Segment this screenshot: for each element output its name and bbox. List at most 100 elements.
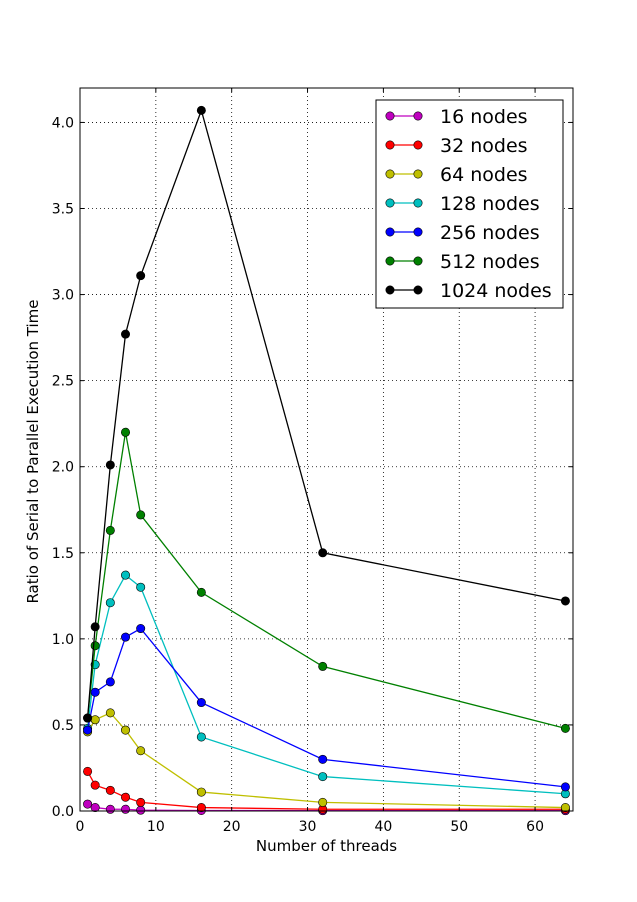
legend-marker bbox=[385, 140, 395, 150]
data-point bbox=[105, 598, 115, 608]
data-point bbox=[90, 622, 100, 632]
legend-marker bbox=[385, 256, 395, 266]
legend-marker bbox=[385, 285, 395, 295]
data-point bbox=[560, 723, 570, 733]
y-tick-label: 3.0 bbox=[52, 288, 74, 304]
data-point bbox=[136, 746, 146, 756]
legend-marker bbox=[413, 140, 423, 150]
data-point bbox=[83, 799, 93, 809]
legend-marker bbox=[413, 169, 423, 179]
data-point bbox=[83, 713, 93, 723]
legend-label: 32 nodes bbox=[440, 135, 528, 157]
series-1024-nodes bbox=[83, 105, 570, 723]
legend-marker bbox=[413, 227, 423, 237]
legend-label: 128 nodes bbox=[440, 193, 540, 215]
legend-label: 512 nodes bbox=[440, 251, 540, 273]
legend-marker bbox=[413, 111, 423, 121]
y-tick-label: 2.5 bbox=[52, 374, 74, 390]
data-point bbox=[121, 792, 131, 802]
data-point bbox=[90, 780, 100, 790]
legend-label: 1024 nodes bbox=[440, 280, 552, 302]
series-line bbox=[86, 574, 566, 795]
data-point bbox=[196, 105, 206, 115]
data-point bbox=[318, 661, 328, 671]
data-point bbox=[90, 715, 100, 725]
data-point bbox=[121, 804, 131, 814]
series-layer bbox=[83, 105, 570, 816]
legend-entry: 512 nodes bbox=[385, 251, 540, 273]
x-tick-label: 10 bbox=[147, 819, 165, 835]
x-tick-label: 40 bbox=[374, 819, 392, 835]
x-tick-label: 30 bbox=[299, 819, 317, 835]
data-point bbox=[196, 787, 206, 797]
data-point bbox=[105, 785, 115, 795]
legend-entry: 32 nodes bbox=[385, 135, 528, 157]
data-point bbox=[90, 641, 100, 651]
legend-label: 16 nodes bbox=[440, 106, 528, 128]
series-line bbox=[86, 108, 566, 719]
data-point bbox=[105, 708, 115, 718]
y-tick-label: 3.5 bbox=[52, 202, 74, 218]
legend-marker bbox=[413, 285, 423, 295]
series-256-nodes bbox=[83, 624, 570, 792]
legend-entry: 64 nodes bbox=[385, 164, 528, 186]
data-point bbox=[136, 582, 146, 592]
data-point bbox=[560, 596, 570, 606]
legend-entry: 256 nodes bbox=[385, 222, 540, 244]
x-tick-label: 20 bbox=[223, 819, 241, 835]
x-tick-label: 0 bbox=[76, 819, 85, 835]
data-point bbox=[105, 804, 115, 814]
legend-label: 256 nodes bbox=[440, 222, 540, 244]
data-point bbox=[560, 803, 570, 813]
x-tick-label: 60 bbox=[526, 819, 544, 835]
series-64-nodes bbox=[83, 708, 570, 813]
data-point bbox=[83, 766, 93, 776]
legend-marker bbox=[385, 111, 395, 121]
legend-entry: 128 nodes bbox=[385, 193, 540, 215]
y-tick-label: 0.0 bbox=[52, 804, 74, 820]
series-512-nodes bbox=[83, 427, 570, 733]
legend-entry: 16 nodes bbox=[385, 106, 528, 128]
legend-box bbox=[375, 99, 564, 309]
data-point bbox=[121, 632, 131, 642]
legend-entry: 1024 nodes bbox=[385, 280, 552, 302]
plot-area bbox=[79, 87, 574, 812]
legend-marker bbox=[385, 227, 395, 237]
data-point bbox=[121, 329, 131, 339]
legend-marker bbox=[385, 198, 395, 208]
data-point bbox=[196, 732, 206, 742]
axis-ticks: 0 10 20 30 40 50 60 0.0 0.5 1.0 1.5 2.0 2.5 3.0 3.5 4.0 bbox=[52, 88, 573, 835]
x-tick-label: 50 bbox=[450, 819, 468, 835]
series-line bbox=[86, 432, 566, 730]
data-point bbox=[83, 725, 93, 735]
data-point bbox=[136, 805, 146, 815]
data-point bbox=[105, 525, 115, 535]
y-tick-label: 4.0 bbox=[52, 115, 74, 131]
y-tick-label: 2.0 bbox=[52, 460, 74, 476]
data-point bbox=[136, 797, 146, 807]
data-point bbox=[318, 754, 328, 764]
y-tick-label: 1.0 bbox=[52, 632, 74, 648]
legend-marker bbox=[413, 198, 423, 208]
data-point bbox=[121, 725, 131, 735]
data-point bbox=[136, 510, 146, 520]
data-point bbox=[560, 782, 570, 792]
y-tick-label: 1.5 bbox=[52, 546, 74, 562]
legend-marker bbox=[385, 169, 395, 179]
legend: 16 nodes 32 nodes 64 nodes 128 nodes 256 nod… bbox=[375, 99, 564, 309]
y-tick-label: 0.5 bbox=[52, 718, 74, 734]
data-point bbox=[105, 677, 115, 687]
data-point bbox=[136, 624, 146, 634]
y-axis-label: Ratio of Serial to Parallel Execution Ti… bbox=[24, 299, 42, 603]
data-point bbox=[318, 797, 328, 807]
legend-marker bbox=[413, 256, 423, 266]
data-point bbox=[121, 427, 131, 437]
data-point bbox=[318, 548, 328, 558]
data-point bbox=[136, 271, 146, 281]
data-point bbox=[121, 570, 131, 580]
data-point bbox=[196, 803, 206, 813]
data-point bbox=[318, 772, 328, 782]
data-point bbox=[196, 587, 206, 597]
x-axis-label: Number of threads bbox=[256, 837, 397, 855]
